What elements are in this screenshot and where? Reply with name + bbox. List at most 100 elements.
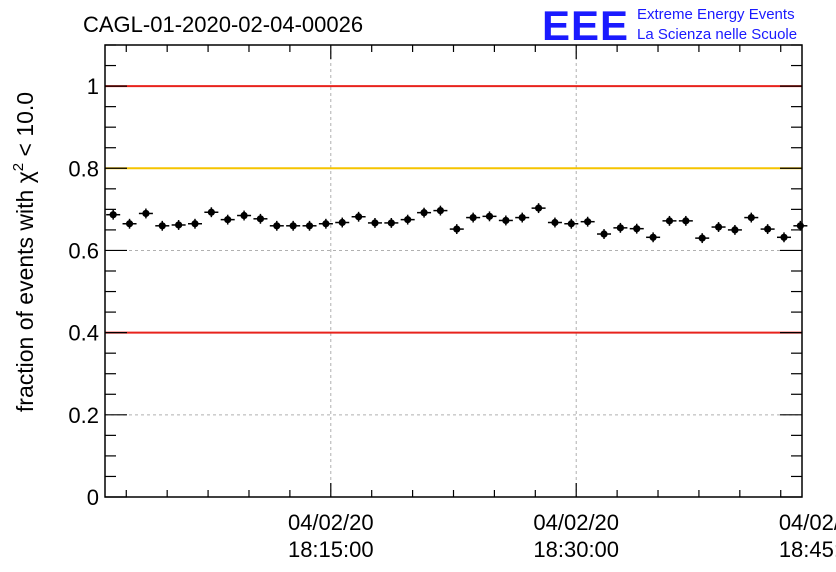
point-marker	[682, 217, 690, 225]
data-point	[727, 224, 742, 235]
point-marker	[355, 213, 363, 221]
data-point	[760, 224, 775, 235]
point-marker	[616, 224, 624, 232]
data-point	[122, 218, 137, 229]
data-point	[498, 215, 513, 226]
point-marker	[142, 209, 150, 218]
y-tick-label: 1	[87, 74, 99, 99]
x-tick-label-date: 04/02/20	[779, 510, 836, 535]
point-marker	[109, 211, 117, 219]
y-axis-label-tail: < 10.0	[12, 92, 38, 163]
point-marker	[224, 216, 232, 224]
data-point	[367, 217, 382, 228]
reference-lines	[105, 85, 802, 334]
point-marker	[714, 223, 723, 231]
x-tick-label-date: 04/02/20	[533, 510, 619, 535]
y-tick-label: 0.4	[68, 321, 99, 346]
logo-letters: EEE	[542, 2, 629, 49]
point-marker	[780, 233, 788, 241]
data-point	[433, 205, 448, 216]
data-point	[646, 232, 661, 243]
y-tick-label: 0.2	[68, 403, 99, 428]
logo-line2: La Scienza nelle Scuole	[637, 26, 797, 43]
data-point	[629, 223, 644, 234]
point-marker	[567, 220, 575, 228]
y-tick-label: 0	[87, 485, 99, 510]
point-marker	[175, 221, 183, 229]
data-point	[138, 208, 153, 219]
point-marker	[420, 209, 428, 217]
data-point	[351, 211, 366, 222]
data-point	[580, 216, 595, 227]
data-point	[417, 207, 432, 218]
data-point	[711, 222, 726, 232]
point-marker	[404, 216, 412, 224]
data-point	[777, 232, 792, 243]
data-point	[237, 210, 252, 221]
data-point	[106, 209, 121, 220]
y-tick-label: 0.6	[68, 238, 99, 263]
data-point	[384, 217, 399, 228]
data-point	[286, 220, 301, 231]
x-tick-label-date: 04/02/20	[288, 510, 374, 535]
point-marker	[600, 230, 608, 238]
data-point	[155, 220, 170, 231]
data-point	[515, 212, 530, 223]
data-point	[449, 224, 464, 235]
point-marker	[273, 222, 281, 230]
data-point	[269, 220, 284, 231]
point-marker	[485, 212, 494, 220]
point-marker	[125, 220, 134, 228]
point-marker	[665, 217, 674, 225]
point-marker	[633, 225, 641, 233]
ticks	[105, 44, 802, 498]
data-point	[253, 213, 268, 224]
data-point	[531, 203, 546, 214]
data-point	[695, 233, 710, 244]
point-marker	[256, 215, 265, 223]
chart-title: CAGL-01-2020-02-04-00026	[83, 12, 363, 37]
axes	[104, 44, 803, 498]
point-marker	[289, 222, 297, 230]
point-marker	[796, 222, 804, 230]
point-marker	[240, 211, 248, 220]
data-point	[466, 212, 481, 223]
point-marker	[338, 218, 346, 227]
grid-layer	[105, 45, 802, 497]
data-point	[744, 212, 759, 223]
data-points	[106, 203, 808, 244]
y-axis-label-main: fraction of events with χ	[12, 171, 38, 412]
x-tick-label-time: 18:45:00	[779, 537, 836, 562]
data-point	[187, 218, 202, 229]
data-point	[678, 215, 693, 226]
y-axis-label-sup: 2	[10, 163, 27, 171]
point-marker	[453, 225, 461, 233]
data-point	[547, 217, 562, 228]
x-tick-label-time: 18:15:00	[288, 537, 374, 562]
point-marker	[436, 206, 445, 215]
point-marker	[502, 216, 510, 225]
data-point	[597, 229, 612, 239]
point-marker	[158, 222, 166, 230]
data-point	[613, 222, 628, 233]
point-marker	[764, 225, 772, 233]
y-axis-label: fraction of events with χ2 < 10.0	[10, 92, 38, 412]
data-point	[482, 211, 497, 222]
point-marker	[698, 234, 706, 242]
logo-line1: Extreme Energy Events	[637, 6, 795, 23]
point-marker	[207, 208, 215, 216]
data-point	[220, 214, 235, 225]
data-point	[318, 218, 333, 229]
point-marker	[191, 220, 199, 228]
tick-labels: 00.20.40.60.8104/02/2018:15:0004/02/2018…	[68, 74, 836, 562]
point-marker	[731, 226, 739, 234]
data-point	[302, 220, 317, 231]
point-marker	[322, 220, 330, 228]
point-marker	[387, 219, 395, 227]
point-marker	[584, 218, 592, 226]
point-marker	[649, 233, 657, 241]
data-point	[171, 220, 186, 230]
eee-logo: EEE Extreme Energy Events La Scienza nel…	[542, 2, 797, 49]
data-point	[564, 218, 579, 229]
